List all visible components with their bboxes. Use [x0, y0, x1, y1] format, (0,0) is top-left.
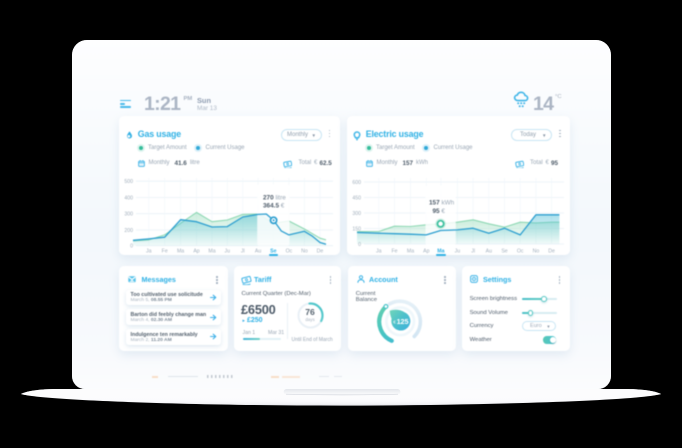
svg-text:500: 500 — [124, 179, 133, 185]
svg-text:0: 0 — [358, 242, 361, 248]
svg-text:De: De — [548, 249, 555, 255]
svg-text:200: 200 — [124, 228, 133, 234]
svg-text:Ma: Ma — [407, 249, 414, 255]
svg-text:364.5 €: 364.5 € — [263, 203, 285, 210]
svg-text:Au: Au — [255, 249, 261, 255]
svg-text:No: No — [533, 249, 540, 255]
svg-text:€: € — [393, 320, 396, 325]
svg-text:Ma: Ma — [208, 249, 215, 255]
svg-text:No: No — [301, 249, 308, 255]
svg-text:125: 125 — [397, 317, 409, 326]
svg-text:300: 300 — [124, 212, 133, 218]
svg-text:Jl: Jl — [471, 249, 475, 255]
svg-text:Jl: Jl — [241, 249, 245, 255]
svg-text:95 €: 95 € — [433, 208, 446, 215]
svg-text:Se: Se — [501, 249, 507, 255]
svg-text:Ju: Ju — [225, 249, 231, 255]
svg-text:Au: Au — [486, 249, 492, 255]
svg-text:Oc: Oc — [286, 249, 293, 255]
svg-text:Fe: Fe — [162, 249, 168, 255]
svg-text:De: De — [317, 249, 324, 255]
svg-text:150: 150 — [352, 226, 361, 232]
svg-text:Ja: Ja — [376, 249, 382, 255]
svg-text:Ma: Ma — [437, 249, 444, 255]
svg-text:0: 0 — [130, 244, 133, 250]
svg-text:Ma: Ma — [177, 249, 184, 255]
svg-text:Ap: Ap — [423, 249, 429, 255]
svg-text:Ju: Ju — [455, 249, 461, 255]
svg-text:157 kWh: 157 kWh — [429, 200, 455, 207]
svg-text:600: 600 — [352, 180, 361, 186]
svg-text:Fe: Fe — [391, 249, 397, 255]
svg-text:Ap: Ap — [193, 249, 199, 255]
svg-text:Se: Se — [270, 249, 276, 255]
svg-text:450: 450 — [352, 195, 361, 201]
svg-text:Ja: Ja — [146, 249, 152, 255]
svg-text:400: 400 — [124, 195, 133, 201]
svg-text:300: 300 — [352, 211, 361, 217]
svg-text:270 litre: 270 litre — [263, 195, 286, 202]
svg-text:Oc: Oc — [517, 249, 524, 255]
